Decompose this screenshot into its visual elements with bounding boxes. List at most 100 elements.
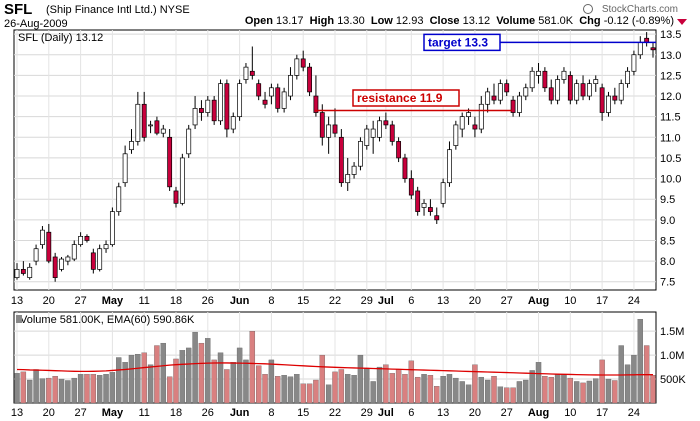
date-tick-label: Aug bbox=[528, 295, 549, 307]
candle-body bbox=[561, 70, 567, 80]
volume-bar bbox=[554, 374, 561, 404]
volume-bar bbox=[306, 383, 313, 404]
price-tick-label: 9.0 bbox=[660, 215, 675, 227]
volume-bar bbox=[459, 381, 465, 404]
candle-body bbox=[40, 229, 45, 245]
close-label: Close bbox=[429, 15, 460, 27]
candle-body bbox=[637, 42, 643, 56]
volume-date-label: 20 bbox=[469, 407, 481, 419]
volume-bar bbox=[345, 374, 351, 404]
candle-body bbox=[332, 124, 338, 134]
candle-body bbox=[612, 95, 618, 101]
candle-body bbox=[90, 252, 96, 270]
candle-body bbox=[237, 83, 243, 118]
low-value: 12.93 bbox=[395, 15, 424, 27]
volume-bar bbox=[27, 379, 33, 404]
candle-body bbox=[466, 112, 471, 118]
date-tick-label: Jul bbox=[378, 295, 394, 307]
volume-date-label: 18 bbox=[170, 407, 182, 419]
volume-bar bbox=[116, 357, 122, 404]
candle-body bbox=[71, 244, 77, 260]
volume-bar bbox=[249, 331, 256, 404]
date-tick-label: Jun bbox=[230, 295, 250, 307]
candle-body bbox=[160, 128, 166, 134]
candle-body bbox=[300, 58, 306, 68]
volume-legend-swatch bbox=[16, 315, 22, 323]
volume-bar bbox=[192, 331, 198, 404]
candle-body bbox=[186, 128, 192, 155]
candle-body bbox=[650, 47, 656, 51]
date-tick-label: 6 bbox=[408, 295, 414, 307]
volume-bar bbox=[472, 364, 478, 404]
volume-bar bbox=[351, 375, 357, 404]
volume-bar bbox=[122, 362, 128, 404]
price-tick-label: 8.5 bbox=[660, 235, 675, 247]
candle-body bbox=[453, 124, 459, 146]
volume-date-label: 11 bbox=[138, 407, 149, 419]
candle-body bbox=[383, 120, 389, 126]
candle-body bbox=[167, 136, 173, 188]
candle-body bbox=[179, 157, 185, 204]
candle-body bbox=[211, 99, 217, 122]
volume-date-label: May bbox=[102, 407, 124, 419]
volume-bar bbox=[319, 354, 325, 404]
volume-bar bbox=[573, 381, 580, 404]
candle-body bbox=[377, 120, 382, 138]
candle-body bbox=[427, 207, 433, 212]
volume-bar bbox=[453, 377, 459, 404]
volume-bar bbox=[631, 354, 637, 404]
ticker-symbol: SFL bbox=[4, 1, 33, 18]
candle-body bbox=[256, 83, 262, 97]
candle-body bbox=[224, 83, 230, 130]
date-tick-label: 10 bbox=[564, 295, 576, 307]
candle-body bbox=[326, 124, 332, 138]
candle-body bbox=[230, 116, 236, 130]
candle-body bbox=[421, 202, 427, 208]
candle-body bbox=[497, 83, 503, 101]
candle-body bbox=[268, 87, 274, 97]
ema-line bbox=[16, 362, 654, 376]
volume-bar bbox=[230, 362, 236, 404]
candle-body bbox=[338, 136, 344, 184]
candle-body bbox=[103, 244, 109, 250]
candle-body bbox=[536, 70, 541, 76]
candle-body bbox=[408, 178, 414, 196]
candle-body bbox=[567, 75, 573, 101]
company-name: (Ship Finance Intl Ltd.) NYSE bbox=[46, 4, 190, 16]
copyright-text: StockCharts.com bbox=[601, 4, 678, 15]
price-legend: SFL (Daily) 13.12 bbox=[18, 32, 103, 44]
volume-bar bbox=[58, 378, 65, 404]
date-tick-label: 15 bbox=[297, 295, 309, 307]
volume-date-label: 10 bbox=[564, 407, 576, 419]
volume-bar bbox=[224, 369, 230, 404]
candle-body bbox=[364, 128, 370, 146]
high-label: High bbox=[309, 15, 335, 27]
volume-bar bbox=[440, 376, 446, 404]
date-tick-label: 27 bbox=[74, 295, 86, 307]
price-panel: 7.5 8.0 8.5 9.0 9.5 10.0 10.5 11.0 11.5 12.0 12.5 1… bbox=[11, 29, 682, 307]
candle-body bbox=[574, 83, 580, 101]
ohlc-summary: Open 13.17 High 13.30 Low 12.93 Close 13… bbox=[245, 15, 674, 27]
volume-legend: Volume 581.00K, EMA(60) 590.86K bbox=[20, 314, 195, 326]
candle-body bbox=[52, 256, 58, 278]
candle-body bbox=[485, 91, 491, 105]
volume-bar bbox=[154, 345, 160, 404]
candle-body bbox=[218, 83, 223, 122]
candle-body bbox=[625, 70, 630, 85]
candle-body bbox=[472, 124, 478, 130]
candle-body bbox=[606, 95, 611, 113]
volume-bar bbox=[414, 376, 421, 404]
candle-body bbox=[14, 269, 20, 278]
candle-body bbox=[351, 165, 357, 175]
volume-bar bbox=[33, 369, 39, 404]
volume-bar bbox=[268, 359, 275, 404]
date-tick-label: 20 bbox=[43, 295, 55, 307]
candle-body bbox=[148, 124, 153, 127]
volume-bar bbox=[529, 370, 535, 404]
date-tick-label: 13 bbox=[11, 295, 23, 307]
candle-body bbox=[593, 79, 599, 85]
candle-body bbox=[345, 174, 351, 184]
volume-bar bbox=[160, 342, 166, 404]
volume-bar bbox=[357, 354, 364, 404]
